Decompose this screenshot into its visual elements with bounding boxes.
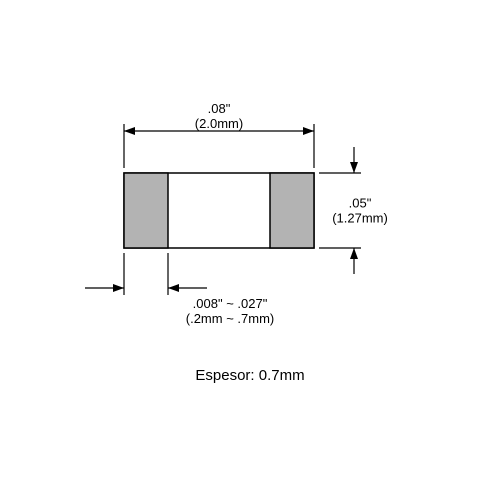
arrowhead <box>113 284 124 292</box>
arrowhead <box>350 248 358 259</box>
width-metric: (2.0mm) <box>195 116 243 131</box>
dimension-diagram: .08"(2.0mm) .05"(1.27mm) .008" ~ .027"(.2m… <box>0 0 500 500</box>
height-metric: (1.27mm) <box>332 211 388 226</box>
terminal-left <box>124 173 168 248</box>
terminal-right <box>270 173 314 248</box>
width-imperial: .08" <box>208 101 231 116</box>
thickness-caption: Espesor: 0.7mm <box>195 367 304 384</box>
height-imperial: .05" <box>349 196 372 211</box>
arrowhead <box>350 162 358 173</box>
arrowhead <box>124 127 135 135</box>
arrowhead <box>303 127 314 135</box>
arrowhead <box>168 284 179 292</box>
terminal-imperial: .008" ~ .027" <box>193 296 268 311</box>
terminal-metric: (.2mm ~ .7mm) <box>186 311 274 326</box>
